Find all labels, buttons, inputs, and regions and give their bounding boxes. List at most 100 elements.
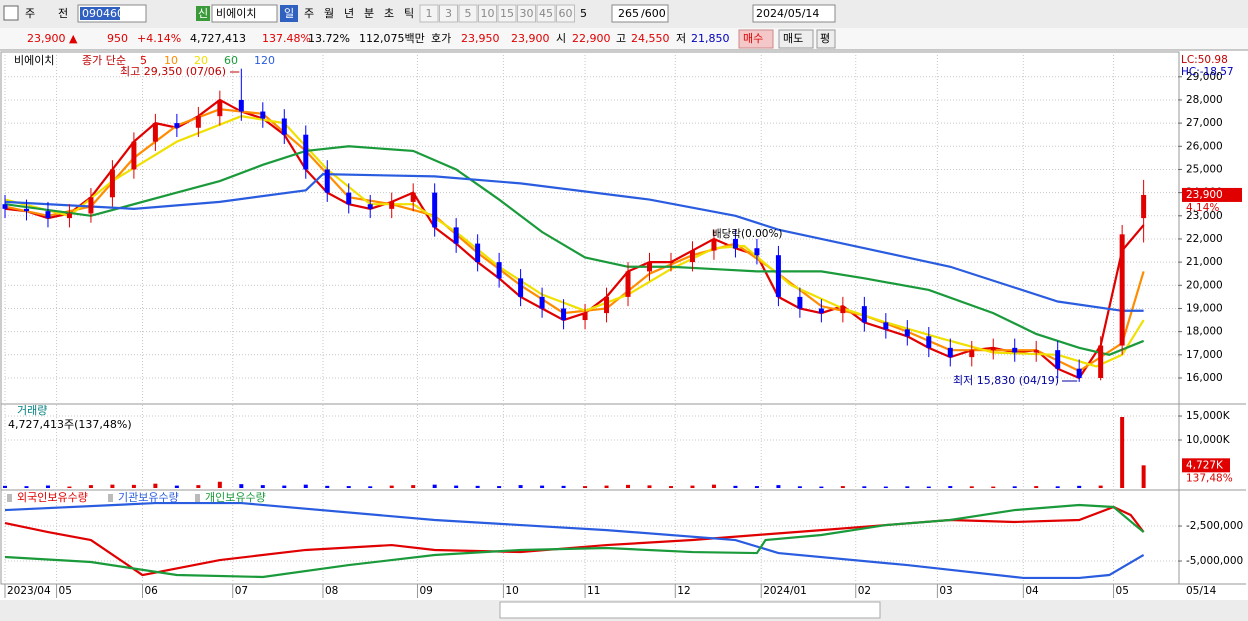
legend-entry: 기관보유수량 — [118, 491, 179, 504]
volume-bar — [260, 485, 265, 488]
volume-bar — [432, 484, 437, 488]
y-tick-label: 10,000K — [1186, 434, 1231, 446]
x-tick-label: 06 — [144, 585, 158, 597]
legend-entry: 개인보유수량 — [205, 491, 266, 504]
period-button[interactable]: 초 — [384, 7, 394, 20]
volume-bar — [583, 486, 588, 488]
avg-button[interactable] — [816, 29, 836, 49]
volume-bar — [88, 485, 93, 488]
period-button[interactable]: 일 — [284, 6, 294, 20]
period-button[interactable]: 년 — [344, 7, 354, 20]
volume-bar — [518, 485, 523, 488]
x-tick-label: 2024/01 — [763, 585, 807, 597]
buy-button[interactable] — [738, 29, 774, 49]
volume-bar — [24, 486, 29, 488]
volume-bar — [754, 486, 759, 488]
name-box[interactable] — [211, 4, 278, 23]
y-tick-label: 21,000 — [1186, 256, 1223, 268]
volume-bar — [1120, 416, 1125, 488]
y-tick-label: 19,000 — [1186, 302, 1223, 314]
y-tick-label: -5,000,000 — [1186, 555, 1243, 567]
bid: 23,900 — [511, 32, 550, 45]
volume-bar — [174, 485, 179, 488]
avg[interactable]: 평 — [820, 32, 830, 45]
volume-bar — [110, 484, 115, 488]
sell-button[interactable] — [778, 29, 814, 49]
period-button[interactable]: 주 — [304, 7, 314, 20]
buy[interactable]: 매수 — [743, 32, 763, 45]
panel-title: 거래량 — [17, 404, 47, 417]
code[interactable]: 090460 — [82, 7, 124, 20]
y-tick-label: -2,500,000 — [1186, 520, 1243, 532]
interval-button[interactable]: 1 — [426, 7, 433, 20]
interval-button[interactable]: 60 — [559, 7, 573, 20]
interval-button[interactable]: 10 — [481, 7, 495, 20]
badge-box — [196, 6, 210, 21]
candle-body — [711, 238, 717, 251]
date-box[interactable] — [752, 4, 836, 23]
interval-button[interactable]: 45 — [539, 7, 553, 20]
interval-button[interactable]: 5 — [465, 7, 472, 20]
candle-body — [1055, 350, 1061, 369]
candle-body — [496, 262, 502, 279]
scroll-thumb[interactable] — [499, 601, 881, 619]
y-tick-label: 26,000 — [1186, 140, 1223, 152]
x-tick-label: 05 — [1116, 585, 1129, 597]
type[interactable]: 전 — [58, 7, 68, 20]
candle-body — [281, 118, 287, 135]
menu-icon[interactable] — [3, 5, 19, 21]
x-tick-label: 04 — [1025, 585, 1039, 597]
volume-bar — [883, 486, 888, 488]
period-button[interactable]: 월 — [324, 7, 334, 20]
change: 950 — [107, 32, 128, 45]
interval-box — [497, 4, 517, 23]
y-tick-label: 23,000 — [1186, 210, 1223, 222]
period-button[interactable]: 분 — [364, 7, 374, 20]
volume-bar — [819, 486, 824, 488]
candle-body — [818, 308, 824, 314]
interval-button[interactable]: 30 — [520, 7, 534, 20]
count-select[interactable]: 5 — [580, 7, 587, 20]
volume-bar — [647, 485, 652, 488]
candle-body — [88, 197, 94, 214]
volume-bar — [196, 485, 201, 488]
candle-body — [174, 123, 180, 128]
lc-label: LC:50.98 — [1181, 54, 1228, 66]
date[interactable]: 2024/05/14 — [756, 7, 819, 20]
y-tick-label: 29,000 — [1186, 71, 1223, 83]
y-tick-label: 18,000 — [1186, 326, 1223, 338]
candle-body — [195, 116, 201, 128]
candle-body — [303, 134, 309, 170]
volume-bar — [1034, 486, 1039, 488]
count[interactable]: 265 — [618, 7, 639, 20]
x-tick-label: 05 — [59, 585, 72, 597]
interval-button[interactable]: 3 — [445, 7, 452, 20]
badge: 신 — [198, 7, 208, 20]
legend-entry: 5 — [140, 54, 147, 67]
market[interactable]: 주 — [25, 7, 35, 20]
y-tick-label: 27,000 — [1186, 117, 1223, 129]
count-box[interactable] — [611, 4, 669, 23]
period-active — [280, 5, 298, 22]
turnover: 13.72% — [308, 32, 350, 45]
last-price: 23,900 — [1186, 189, 1223, 201]
candle-body — [453, 227, 459, 244]
candle-body — [217, 99, 223, 117]
volume-bar — [239, 484, 244, 488]
period-button[interactable]: 틱 — [404, 7, 414, 20]
interval-box — [536, 4, 556, 23]
candle-body — [668, 262, 674, 264]
candle-body — [475, 243, 481, 263]
x-tick-label: 2023/04 — [7, 585, 51, 597]
change-pct: +4.14% — [137, 32, 181, 45]
volume-bar — [948, 486, 953, 488]
high-label: 고 — [616, 32, 626, 45]
x-tick-label: 09 — [419, 585, 432, 597]
interval-button[interactable]: 15 — [500, 7, 514, 20]
candle-body — [689, 250, 695, 263]
sell[interactable]: 매도 — [783, 32, 803, 45]
x-tick-label: 02 — [858, 585, 871, 597]
y-tick-label: 17,000 — [1186, 349, 1223, 361]
candle-body — [367, 204, 373, 209]
